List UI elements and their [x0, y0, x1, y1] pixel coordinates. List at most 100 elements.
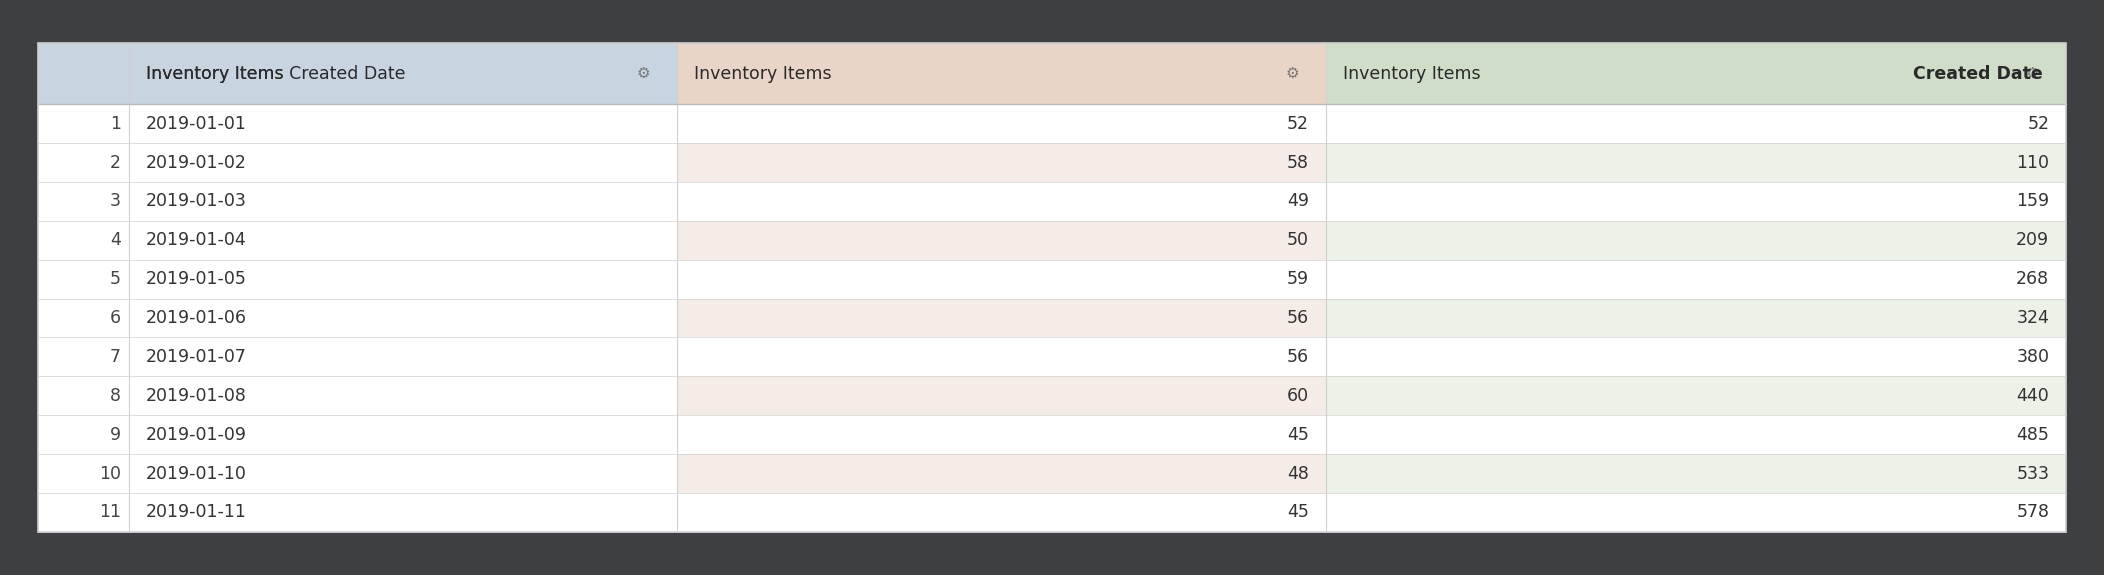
Text: 5: 5: [109, 270, 120, 288]
Bar: [677, 221, 1326, 260]
Bar: [677, 454, 1326, 493]
Text: 49: 49: [1288, 193, 1309, 210]
Text: 209: 209: [2016, 231, 2049, 250]
Bar: [677, 143, 1326, 182]
Text: 324: 324: [2016, 309, 2049, 327]
Bar: [128, 415, 677, 454]
Bar: [38, 43, 128, 104]
Bar: [677, 104, 1326, 143]
Text: 11: 11: [99, 504, 120, 522]
Text: 6: 6: [109, 309, 120, 327]
Text: 2019-01-11: 2019-01-11: [145, 504, 246, 522]
Bar: [677, 377, 1326, 415]
Bar: [38, 104, 128, 143]
Text: 380: 380: [2016, 348, 2049, 366]
Bar: [38, 143, 128, 182]
Text: 2019-01-05: 2019-01-05: [145, 270, 246, 288]
Bar: [128, 298, 677, 338]
Text: 3: 3: [109, 193, 120, 210]
Bar: [38, 260, 128, 298]
Text: 2019-01-09: 2019-01-09: [145, 426, 246, 444]
Bar: [677, 298, 1326, 338]
Bar: [1326, 221, 2066, 260]
Text: Inventory Items Created Date: Inventory Items Created Date: [145, 64, 406, 83]
Text: 56: 56: [1288, 348, 1309, 366]
Bar: [1326, 415, 2066, 454]
Text: 56: 56: [1288, 309, 1309, 327]
Text: 8: 8: [109, 387, 120, 405]
Text: 2: 2: [109, 154, 120, 171]
Text: 9: 9: [109, 426, 120, 444]
Text: Inventory Items: Inventory Items: [145, 64, 288, 83]
Text: 2019-01-04: 2019-01-04: [145, 231, 246, 250]
Bar: [128, 260, 677, 298]
Text: 50: 50: [1288, 231, 1309, 250]
Text: 2019-01-02: 2019-01-02: [145, 154, 246, 171]
Bar: [1326, 338, 2066, 377]
Text: 45: 45: [1288, 426, 1309, 444]
Text: Created Date: Created Date: [1913, 64, 2043, 83]
Text: 7: 7: [109, 348, 120, 366]
Text: 1: 1: [109, 114, 120, 133]
Text: 159: 159: [2016, 193, 2049, 210]
Text: 52: 52: [2028, 114, 2049, 133]
Text: 578: 578: [2016, 504, 2049, 522]
Bar: [677, 182, 1326, 221]
Text: ⚙: ⚙: [1286, 66, 1298, 81]
Bar: [1326, 104, 2066, 143]
Text: 2019-01-08: 2019-01-08: [145, 387, 246, 405]
Bar: [677, 415, 1326, 454]
Text: 4: 4: [109, 231, 120, 250]
Bar: [38, 43, 2066, 532]
Text: 2019-01-06: 2019-01-06: [145, 309, 246, 327]
Text: 2019-01-07: 2019-01-07: [145, 348, 246, 366]
Bar: [38, 493, 128, 532]
Bar: [128, 377, 677, 415]
Text: 485: 485: [2016, 426, 2049, 444]
Bar: [128, 143, 677, 182]
Bar: [1326, 377, 2066, 415]
Bar: [1326, 454, 2066, 493]
Text: ⚙: ⚙: [2026, 66, 2039, 81]
Bar: [677, 260, 1326, 298]
Bar: [677, 43, 1326, 104]
Text: 2019-01-01: 2019-01-01: [145, 114, 246, 133]
Bar: [38, 182, 128, 221]
Bar: [38, 221, 128, 260]
Bar: [1326, 143, 2066, 182]
Text: ⚙: ⚙: [635, 66, 650, 81]
Bar: [1326, 493, 2066, 532]
Bar: [128, 454, 677, 493]
Bar: [38, 43, 2066, 532]
Text: 2019-01-03: 2019-01-03: [145, 193, 246, 210]
Text: 60: 60: [1288, 387, 1309, 405]
Bar: [38, 377, 128, 415]
Text: 268: 268: [2016, 270, 2049, 288]
Bar: [677, 493, 1326, 532]
Bar: [128, 338, 677, 377]
Bar: [38, 338, 128, 377]
Bar: [1326, 182, 2066, 221]
Bar: [128, 43, 677, 104]
Text: Inventory Items: Inventory Items: [1342, 64, 1485, 83]
Bar: [38, 298, 128, 338]
Bar: [1326, 43, 2066, 104]
Bar: [1326, 298, 2066, 338]
Bar: [128, 221, 677, 260]
Text: 533: 533: [2016, 465, 2049, 482]
Text: 440: 440: [2016, 387, 2049, 405]
Bar: [677, 338, 1326, 377]
Bar: [128, 182, 677, 221]
Text: Inventory Items: Inventory Items: [694, 64, 837, 83]
Text: 10: 10: [99, 465, 120, 482]
Text: 48: 48: [1288, 465, 1309, 482]
Text: 2019-01-10: 2019-01-10: [145, 465, 246, 482]
Text: 59: 59: [1288, 270, 1309, 288]
Bar: [128, 493, 677, 532]
Bar: [38, 454, 128, 493]
Text: 58: 58: [1288, 154, 1309, 171]
Text: 45: 45: [1288, 504, 1309, 522]
Bar: [38, 415, 128, 454]
Bar: [128, 104, 677, 143]
Bar: [1326, 260, 2066, 298]
